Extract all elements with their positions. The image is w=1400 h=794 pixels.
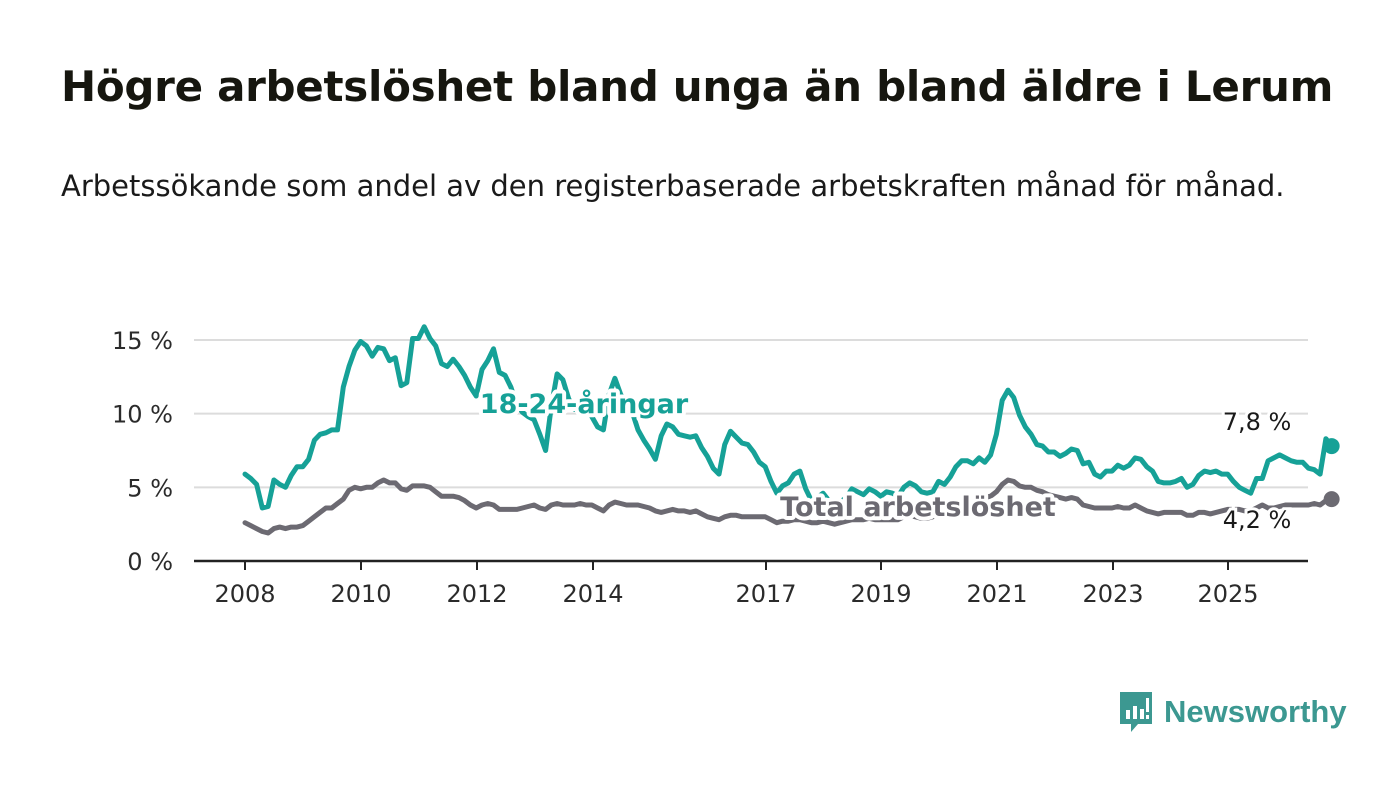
series-labels: 18-24-åringar Total arbetslöshet 7,8 % 4,2 … xyxy=(476,384,1295,537)
bar-chart-speech-bubble-icon xyxy=(1120,692,1152,732)
x-axis: 2008 2010 2012 2014 2017 2019 2021 2023 2025 xyxy=(194,559,1308,608)
x-tick-label: 2012 xyxy=(446,580,507,608)
x-tick-label: 2025 xyxy=(1197,580,1258,608)
youth-end-value-label: 7,8 % xyxy=(1223,408,1292,436)
youth-series-line xyxy=(242,324,1335,511)
brand-name: Newsworthy xyxy=(1164,694,1347,729)
y-tick-label: 15 % xyxy=(112,327,173,355)
x-tick-label: 2021 xyxy=(966,580,1027,608)
newsworthy-logo: Newsworthy xyxy=(1118,690,1347,734)
y-axis-tick-labels: 0 % 5 % 10 % 15 % xyxy=(112,327,173,576)
youth-end-point xyxy=(1323,438,1340,455)
youth-series-label: 18-24-åringar xyxy=(480,388,689,420)
total-end-value-label: 4,2 % xyxy=(1223,506,1292,534)
grid-lines xyxy=(194,339,1308,489)
y-tick-label: 5 % xyxy=(127,474,173,502)
x-tick-label: 2010 xyxy=(330,580,391,608)
y-tick-label: 10 % xyxy=(112,401,173,429)
x-tick-label: 2019 xyxy=(850,580,911,608)
x-tick-label: 2017 xyxy=(735,580,796,608)
total-series-line xyxy=(242,477,1335,536)
total-end-point xyxy=(1323,491,1340,508)
chart-title: Högre arbetslöshet bland unga än bland ä… xyxy=(61,62,1334,111)
y-tick-label: 0 % xyxy=(127,548,173,576)
x-tick-label: 2014 xyxy=(562,580,623,608)
chart-subtitle: Arbetssökande som andel av den registerb… xyxy=(61,169,1285,203)
x-tick-label: 2023 xyxy=(1082,580,1143,608)
total-series-label: Total arbetslöshet xyxy=(780,492,1056,523)
x-tick-label: 2008 xyxy=(214,580,275,608)
series-lines xyxy=(242,324,1340,536)
